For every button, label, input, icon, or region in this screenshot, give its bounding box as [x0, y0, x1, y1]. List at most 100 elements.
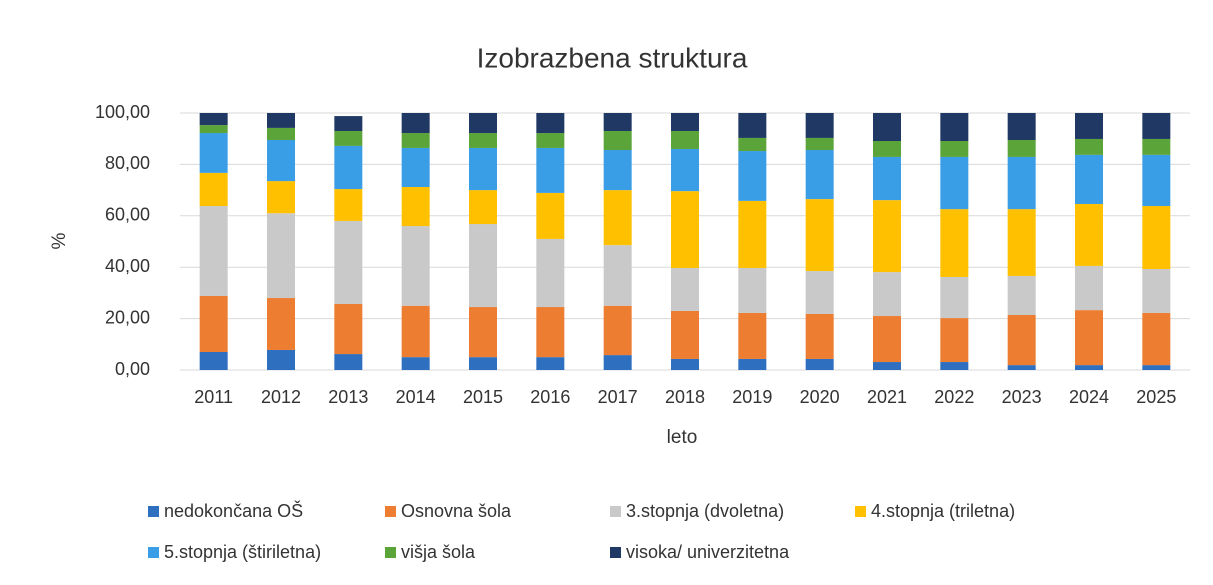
bar-segment [267, 298, 295, 350]
bar-segment [738, 200, 767, 268]
bar-segment [1007, 113, 1036, 140]
bar-segment [671, 130, 699, 149]
bar-segment [1142, 154, 1171, 207]
bar-segment [738, 137, 767, 152]
bar-segment [671, 191, 699, 268]
legend-label: 3.stopnja (dvoletna) [626, 501, 784, 521]
legend-swatch [148, 506, 159, 517]
bar-segment [267, 127, 295, 140]
x-tick-label: 2015 [463, 387, 503, 407]
legend-label: nedokončana OŠ [164, 500, 303, 521]
legend-swatch [148, 547, 159, 558]
bar-segment [199, 133, 228, 173]
legend-label: visoka/ univerzitetna [626, 542, 790, 562]
x-tick-label: 2016 [530, 387, 570, 407]
x-tick-label: 2020 [800, 387, 840, 407]
bar-segment [940, 362, 969, 370]
bar-segment [536, 113, 565, 134]
bar-segment [603, 245, 632, 306]
bar-segment [536, 307, 565, 358]
bar-segment [334, 130, 363, 146]
bar-segment [1007, 315, 1036, 366]
bar-segment [738, 267, 767, 313]
bar-segment [805, 150, 834, 200]
x-tick-label: 2025 [1136, 387, 1176, 407]
bar-segment [1142, 138, 1171, 155]
x-tick-label: 2017 [598, 387, 638, 407]
bar-segment [873, 156, 901, 201]
y-tick-label: 20,00 [105, 307, 150, 327]
bar-segment [603, 305, 632, 356]
y-tick-label: 80,00 [105, 153, 150, 173]
bar-segment [199, 352, 228, 370]
bar-segment [738, 113, 767, 138]
x-tick-label: 2023 [1002, 387, 1042, 407]
legend-swatch [385, 547, 396, 558]
legend-label: 5.stopnja (štiriletna) [164, 542, 321, 562]
bar-segment [334, 303, 363, 355]
bar-segment [805, 113, 834, 138]
y-axis-label: % [49, 232, 70, 249]
bar-segment [603, 130, 632, 151]
bar-segment [469, 147, 497, 191]
legend-swatch [610, 547, 621, 558]
bar-segment [267, 213, 295, 299]
legend-swatch [610, 506, 621, 517]
bar-segment [401, 133, 430, 148]
bar-segment [940, 141, 969, 157]
bar-segment [671, 310, 699, 359]
x-tick-label: 2012 [261, 387, 301, 407]
bar-segment [1075, 310, 1103, 366]
bar-segment [401, 226, 430, 306]
bar-segment [1075, 113, 1103, 139]
legend-label: višja šola [401, 542, 476, 562]
bar-segment [267, 349, 295, 370]
bar-segment [334, 354, 363, 370]
bar-segment [873, 113, 901, 142]
bar-segment [603, 190, 632, 246]
bar-segment [199, 172, 228, 207]
bar-segment [1007, 139, 1036, 157]
bar-segment [1075, 365, 1103, 370]
bar-segment [469, 307, 497, 358]
bar-segment [536, 192, 565, 239]
bar-segment [1142, 113, 1171, 139]
x-tick-label: 2024 [1069, 387, 1109, 407]
bar-segment [603, 355, 632, 370]
bar-segment [940, 318, 969, 363]
bar-segment [873, 272, 901, 317]
bar-segment [873, 362, 901, 370]
bar-segment [469, 190, 497, 225]
bar-segment [267, 113, 295, 128]
bar-segment [1007, 275, 1036, 316]
bar-segment [334, 189, 363, 221]
y-tick-label: 100,00 [95, 102, 150, 122]
bar-segment [873, 141, 901, 157]
bar-segment [805, 358, 834, 370]
bar-segment [805, 199, 834, 272]
bar-segment [1075, 265, 1103, 311]
bar-segment [334, 220, 363, 304]
bar-segment [1142, 312, 1171, 366]
bar-segment [1075, 138, 1103, 155]
bar-segment [1075, 203, 1103, 266]
bar-segment [1007, 156, 1036, 210]
bar-segment [469, 357, 497, 370]
legend-label: 4.stopnja (triletna) [871, 501, 1015, 521]
bar-segment [1142, 268, 1171, 313]
bar-segment [940, 156, 969, 210]
y-tick-label: 40,00 [105, 256, 150, 276]
x-tick-label: 2018 [665, 387, 705, 407]
bar-segment [873, 200, 901, 273]
legend-swatch [855, 506, 866, 517]
y-tick-label: 0,00 [115, 359, 150, 379]
bar-segment [267, 139, 295, 182]
bar-segment [401, 305, 430, 358]
legend-swatch [385, 506, 396, 517]
chart-title: Izobrazbena struktura [477, 42, 748, 73]
bar-segment [401, 187, 430, 227]
bar-segment [1075, 154, 1103, 204]
x-tick-label: 2011 [194, 387, 233, 407]
bar-segment [401, 113, 430, 134]
